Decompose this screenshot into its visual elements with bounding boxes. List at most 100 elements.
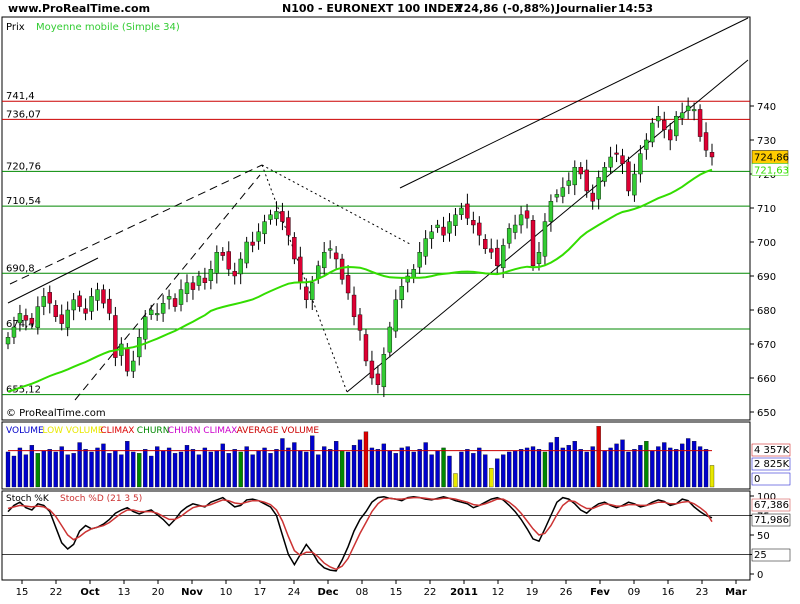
volume-bar xyxy=(530,446,536,488)
volume-bar xyxy=(703,449,709,488)
stoch-tag-bg xyxy=(751,513,791,527)
volume-bar xyxy=(542,451,548,488)
volume-bar xyxy=(674,449,679,488)
x-tick-label: 13 xyxy=(118,587,131,598)
x-tick-label: 17 xyxy=(254,587,267,598)
volume-tag-bg xyxy=(751,457,791,471)
volume-bar xyxy=(214,450,219,488)
candle-body xyxy=(530,220,536,267)
candle-body xyxy=(89,296,94,312)
stoch-tag-bg xyxy=(751,548,791,562)
candle-body xyxy=(477,222,482,236)
candle-body xyxy=(435,224,440,228)
candle-body xyxy=(614,152,619,155)
candle-body xyxy=(393,299,398,332)
candle-body xyxy=(363,334,369,362)
volume-legend-item: CHURN CLIMAX xyxy=(168,426,238,436)
x-tick-label: 09 xyxy=(628,587,641,598)
site-title[interactable]: www.ProRealTime.com xyxy=(8,2,150,15)
volume-legend-item: VOLUME xyxy=(6,426,44,436)
volume-bar xyxy=(77,442,82,488)
candle-body xyxy=(387,326,393,353)
volume-bar xyxy=(495,458,500,488)
volume-bar xyxy=(572,441,577,488)
candle-body xyxy=(453,214,458,226)
candle-body xyxy=(131,360,136,372)
volume-bar xyxy=(524,447,530,488)
volume-bar xyxy=(250,454,255,488)
volume-bar xyxy=(668,447,673,488)
volume-panel-frame xyxy=(1,421,751,490)
volume-bar xyxy=(691,441,697,488)
candle-body xyxy=(196,275,202,286)
volume-bar xyxy=(17,447,23,488)
candle-body xyxy=(518,214,524,226)
volume-bar xyxy=(709,465,715,488)
candle-body xyxy=(417,251,422,268)
candle-body xyxy=(381,354,387,388)
axis-layer: 15 22 Oct 13 20 Nov 10 17 24 Dec 08 15 22 2011 12 19 26 F… xyxy=(16,580,747,598)
candle-body xyxy=(584,169,589,192)
volume-bar xyxy=(644,441,649,488)
volume-bar xyxy=(483,454,488,488)
volume-bar xyxy=(190,449,196,488)
candle-body xyxy=(83,308,88,314)
candle-body xyxy=(41,296,46,307)
candle-body xyxy=(286,217,291,236)
volume-bar xyxy=(196,454,202,488)
volume-bar xyxy=(602,450,607,488)
candle-body xyxy=(256,231,261,242)
candle-body xyxy=(548,200,554,222)
candle-body xyxy=(172,298,178,307)
chart-time: 14:53 xyxy=(618,2,653,15)
candle-body xyxy=(178,289,184,305)
candle-body xyxy=(137,337,142,358)
volume-tag: 0 xyxy=(754,474,760,485)
stoch-tick-label: 100 xyxy=(757,492,776,503)
price-level-label: 690,8 xyxy=(6,263,35,274)
x-tick-label: Nov xyxy=(181,587,203,598)
volume-bar xyxy=(298,450,303,488)
x-tick-label: 24 xyxy=(288,587,301,598)
volume-bar xyxy=(256,450,261,488)
candle-body xyxy=(697,109,703,137)
volume-bar xyxy=(131,451,136,488)
candle-body xyxy=(125,347,130,372)
volume-bar xyxy=(292,442,297,488)
volume-bar xyxy=(137,453,142,488)
chart-period: Journalier xyxy=(555,2,617,15)
volume-bar xyxy=(328,449,333,488)
volume-bar xyxy=(345,451,351,488)
volume-bar xyxy=(238,451,243,488)
volume-bar xyxy=(262,447,267,488)
volume-bar xyxy=(268,453,273,488)
volume-bar xyxy=(465,449,470,488)
volume-bar xyxy=(680,443,685,488)
candle-body xyxy=(656,115,661,122)
candle-body xyxy=(578,166,583,175)
volume-bar xyxy=(351,445,357,488)
volume-bar xyxy=(53,451,58,488)
volume-bar xyxy=(638,445,643,488)
candle-body xyxy=(107,298,112,314)
candle-body xyxy=(310,282,315,300)
candle-body xyxy=(602,166,607,182)
volume-bar xyxy=(429,454,434,488)
candle-body xyxy=(214,251,220,274)
volume-legend-item: AVERAGE VOLUME xyxy=(237,426,320,436)
candle-body xyxy=(208,269,214,281)
candle-body xyxy=(357,314,363,331)
stoch-tick-label: 50 xyxy=(757,531,770,542)
volume-bar xyxy=(232,449,237,488)
price-level-label: 655,12 xyxy=(6,385,41,396)
price-tick-label: 700 xyxy=(757,238,776,249)
candle-body xyxy=(554,194,560,198)
instrument-title: N100 - EURONEXT 100 INDEX xyxy=(282,2,463,15)
candle-body xyxy=(304,286,309,301)
x-tick-label: Fev xyxy=(590,587,610,598)
price-tick-label: 680 xyxy=(757,306,776,317)
candle-body xyxy=(333,252,339,260)
price-level-label: 674,42 xyxy=(6,319,41,330)
candle-body xyxy=(244,241,249,264)
